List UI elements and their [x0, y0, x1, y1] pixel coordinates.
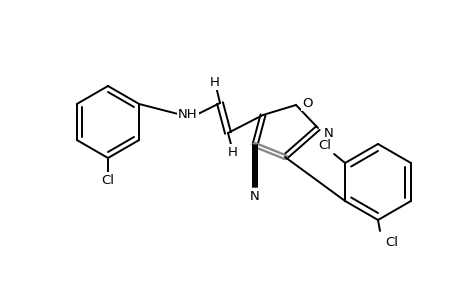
Text: Cl: Cl — [318, 139, 331, 152]
Text: Cl: Cl — [101, 173, 114, 187]
Text: N: N — [323, 127, 333, 140]
Text: Cl: Cl — [385, 236, 397, 248]
Text: NH: NH — [178, 107, 197, 121]
Text: H: H — [210, 76, 219, 88]
Text: O: O — [302, 97, 312, 110]
Text: N: N — [250, 190, 259, 203]
Text: H: H — [228, 146, 237, 158]
